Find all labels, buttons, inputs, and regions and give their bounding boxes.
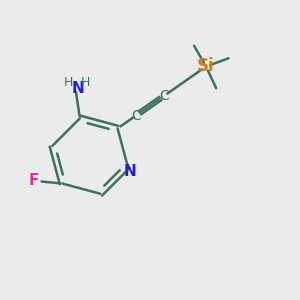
Text: C: C xyxy=(131,109,141,122)
Text: F: F xyxy=(28,172,39,188)
Text: H: H xyxy=(63,76,73,89)
Text: N: N xyxy=(124,164,136,179)
Text: Si: Si xyxy=(197,58,215,76)
Text: H: H xyxy=(80,76,90,89)
Text: N: N xyxy=(71,81,84,96)
Text: C: C xyxy=(159,89,169,103)
